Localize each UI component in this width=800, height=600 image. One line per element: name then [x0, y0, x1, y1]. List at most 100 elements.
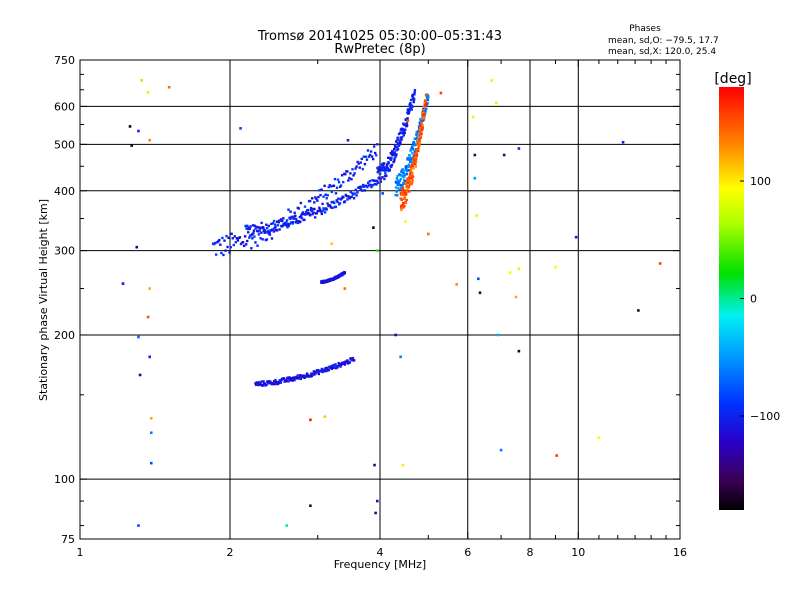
echo-trace-mark [401, 189, 404, 192]
y-axis-ticks: 75 100 200 300 400 500 600 750 [54, 54, 680, 546]
echo-trace-mark [377, 169, 380, 172]
echo-trace-mark [391, 150, 395, 153]
echo-trace-mark [351, 358, 354, 362]
scatter-point [323, 415, 327, 419]
echo-trace-mark [276, 224, 280, 227]
echo-trace-mark [332, 366, 335, 370]
echo-trace-mark [398, 187, 401, 191]
echo-trace-mark [336, 364, 340, 368]
echo-trace-mark [426, 98, 430, 102]
echo-trace-mark [339, 184, 343, 187]
echo-trace-mark [299, 377, 302, 381]
echo-trace-mark [302, 212, 306, 216]
echo-trace-mark [320, 369, 323, 372]
echo-trace-mark [404, 118, 408, 122]
scatter-point [621, 140, 625, 144]
echo-trace-mark [268, 233, 272, 236]
echo-trace-mark [232, 243, 235, 247]
echo-trace-mark [285, 223, 288, 227]
echo-trace-mark [422, 109, 425, 112]
echo-trace-mark [243, 235, 247, 238]
echo-trace-mark [273, 227, 276, 230]
colorbar-tick-label: −100 [750, 410, 780, 423]
echo-trace-mark [357, 162, 360, 165]
echo-trace-mark [405, 185, 409, 188]
echo-trace-mark [385, 164, 389, 167]
echo-trace-mark [369, 183, 372, 187]
chart-title-line2: RwPretec (8p) [334, 42, 425, 57]
echo-trace-mark [314, 196, 317, 199]
echo-trace-mark [323, 211, 327, 214]
echo-trace-mark [318, 208, 322, 211]
scatter-point [473, 153, 477, 157]
echo-trace-mark [420, 132, 423, 135]
echo-trace-mark [249, 225, 252, 228]
scatter-point [597, 436, 601, 440]
scatter-point [137, 524, 140, 527]
echo-trace-mark [413, 89, 417, 92]
scatter-point [309, 504, 312, 508]
echo-trace-mark [311, 212, 314, 216]
echo-trace-mark [322, 195, 325, 198]
echo-trace-mark [220, 251, 223, 255]
echo-trace-mark [313, 373, 316, 376]
echo-trace-mark [261, 226, 265, 229]
echo-trace-mark [334, 366, 338, 370]
echo-trace-mark [291, 222, 294, 225]
echo-trace-mark [333, 201, 336, 205]
x-tick-label: 6 [464, 546, 471, 559]
echo-trace-mark [312, 211, 315, 214]
phases-mean-o: mean, sd,O: −79.5, 17.7 [608, 36, 719, 46]
echo-trace-mark [399, 141, 402, 144]
echo-trace-mark [407, 186, 411, 189]
echo-trace-mark [245, 227, 248, 230]
echo-trace-mark [361, 189, 364, 192]
echo-trace-mark [413, 137, 416, 140]
scatter-point [137, 335, 140, 339]
scatter-point [496, 333, 500, 337]
echo-trace-mark [408, 176, 411, 179]
echo-trace-mark [423, 101, 427, 104]
scatter-point [346, 138, 350, 142]
echo-trace-mark [266, 231, 270, 234]
echo-trace-mark [331, 206, 334, 210]
echo-trace-mark [275, 220, 279, 223]
echo-trace-mark [294, 214, 297, 217]
echo-trace-mark [293, 211, 296, 215]
echo-trace-mark [335, 199, 338, 202]
echo-trace-mark [344, 193, 348, 197]
scatter-point [374, 511, 377, 515]
echo-trace-mark [248, 227, 251, 231]
echo-trace-mark [333, 366, 337, 369]
echo-trace-mark [285, 221, 288, 224]
echo-trace-mark [395, 180, 398, 184]
echo-trace-mark [392, 160, 395, 164]
scatter-point [471, 115, 475, 119]
echo-trace-mark [393, 159, 396, 162]
echo-trace-mark [226, 245, 229, 249]
echo-trace-mark [374, 179, 377, 182]
echo-trace-mark [359, 187, 362, 191]
echo-trace-mark [405, 193, 408, 196]
echo-trace-mark [331, 364, 334, 367]
echo-trace-mark [317, 195, 320, 199]
echo-trace-mark [368, 153, 372, 157]
y-tick-label: 100 [54, 473, 75, 486]
echo-trace-mark [315, 370, 318, 374]
echo-trace-mark [244, 243, 248, 246]
echo-trace-mark [348, 196, 352, 200]
echo-trace-mark [336, 366, 339, 369]
echo-trace-mark [370, 155, 374, 158]
echo-trace-mark [310, 374, 314, 378]
echo-trace-mark [402, 201, 405, 205]
echo-trace-mark [338, 363, 342, 366]
echo-trace-mark [346, 170, 349, 173]
echo-trace-mark [290, 215, 294, 219]
echo-trace-mark [404, 179, 407, 183]
echo-trace-mark [297, 377, 301, 380]
echo-trace-mark [414, 161, 418, 164]
echo-trace-mark [323, 208, 326, 211]
echo-trace-mark [366, 149, 370, 152]
echo-trace-mark [394, 146, 397, 149]
